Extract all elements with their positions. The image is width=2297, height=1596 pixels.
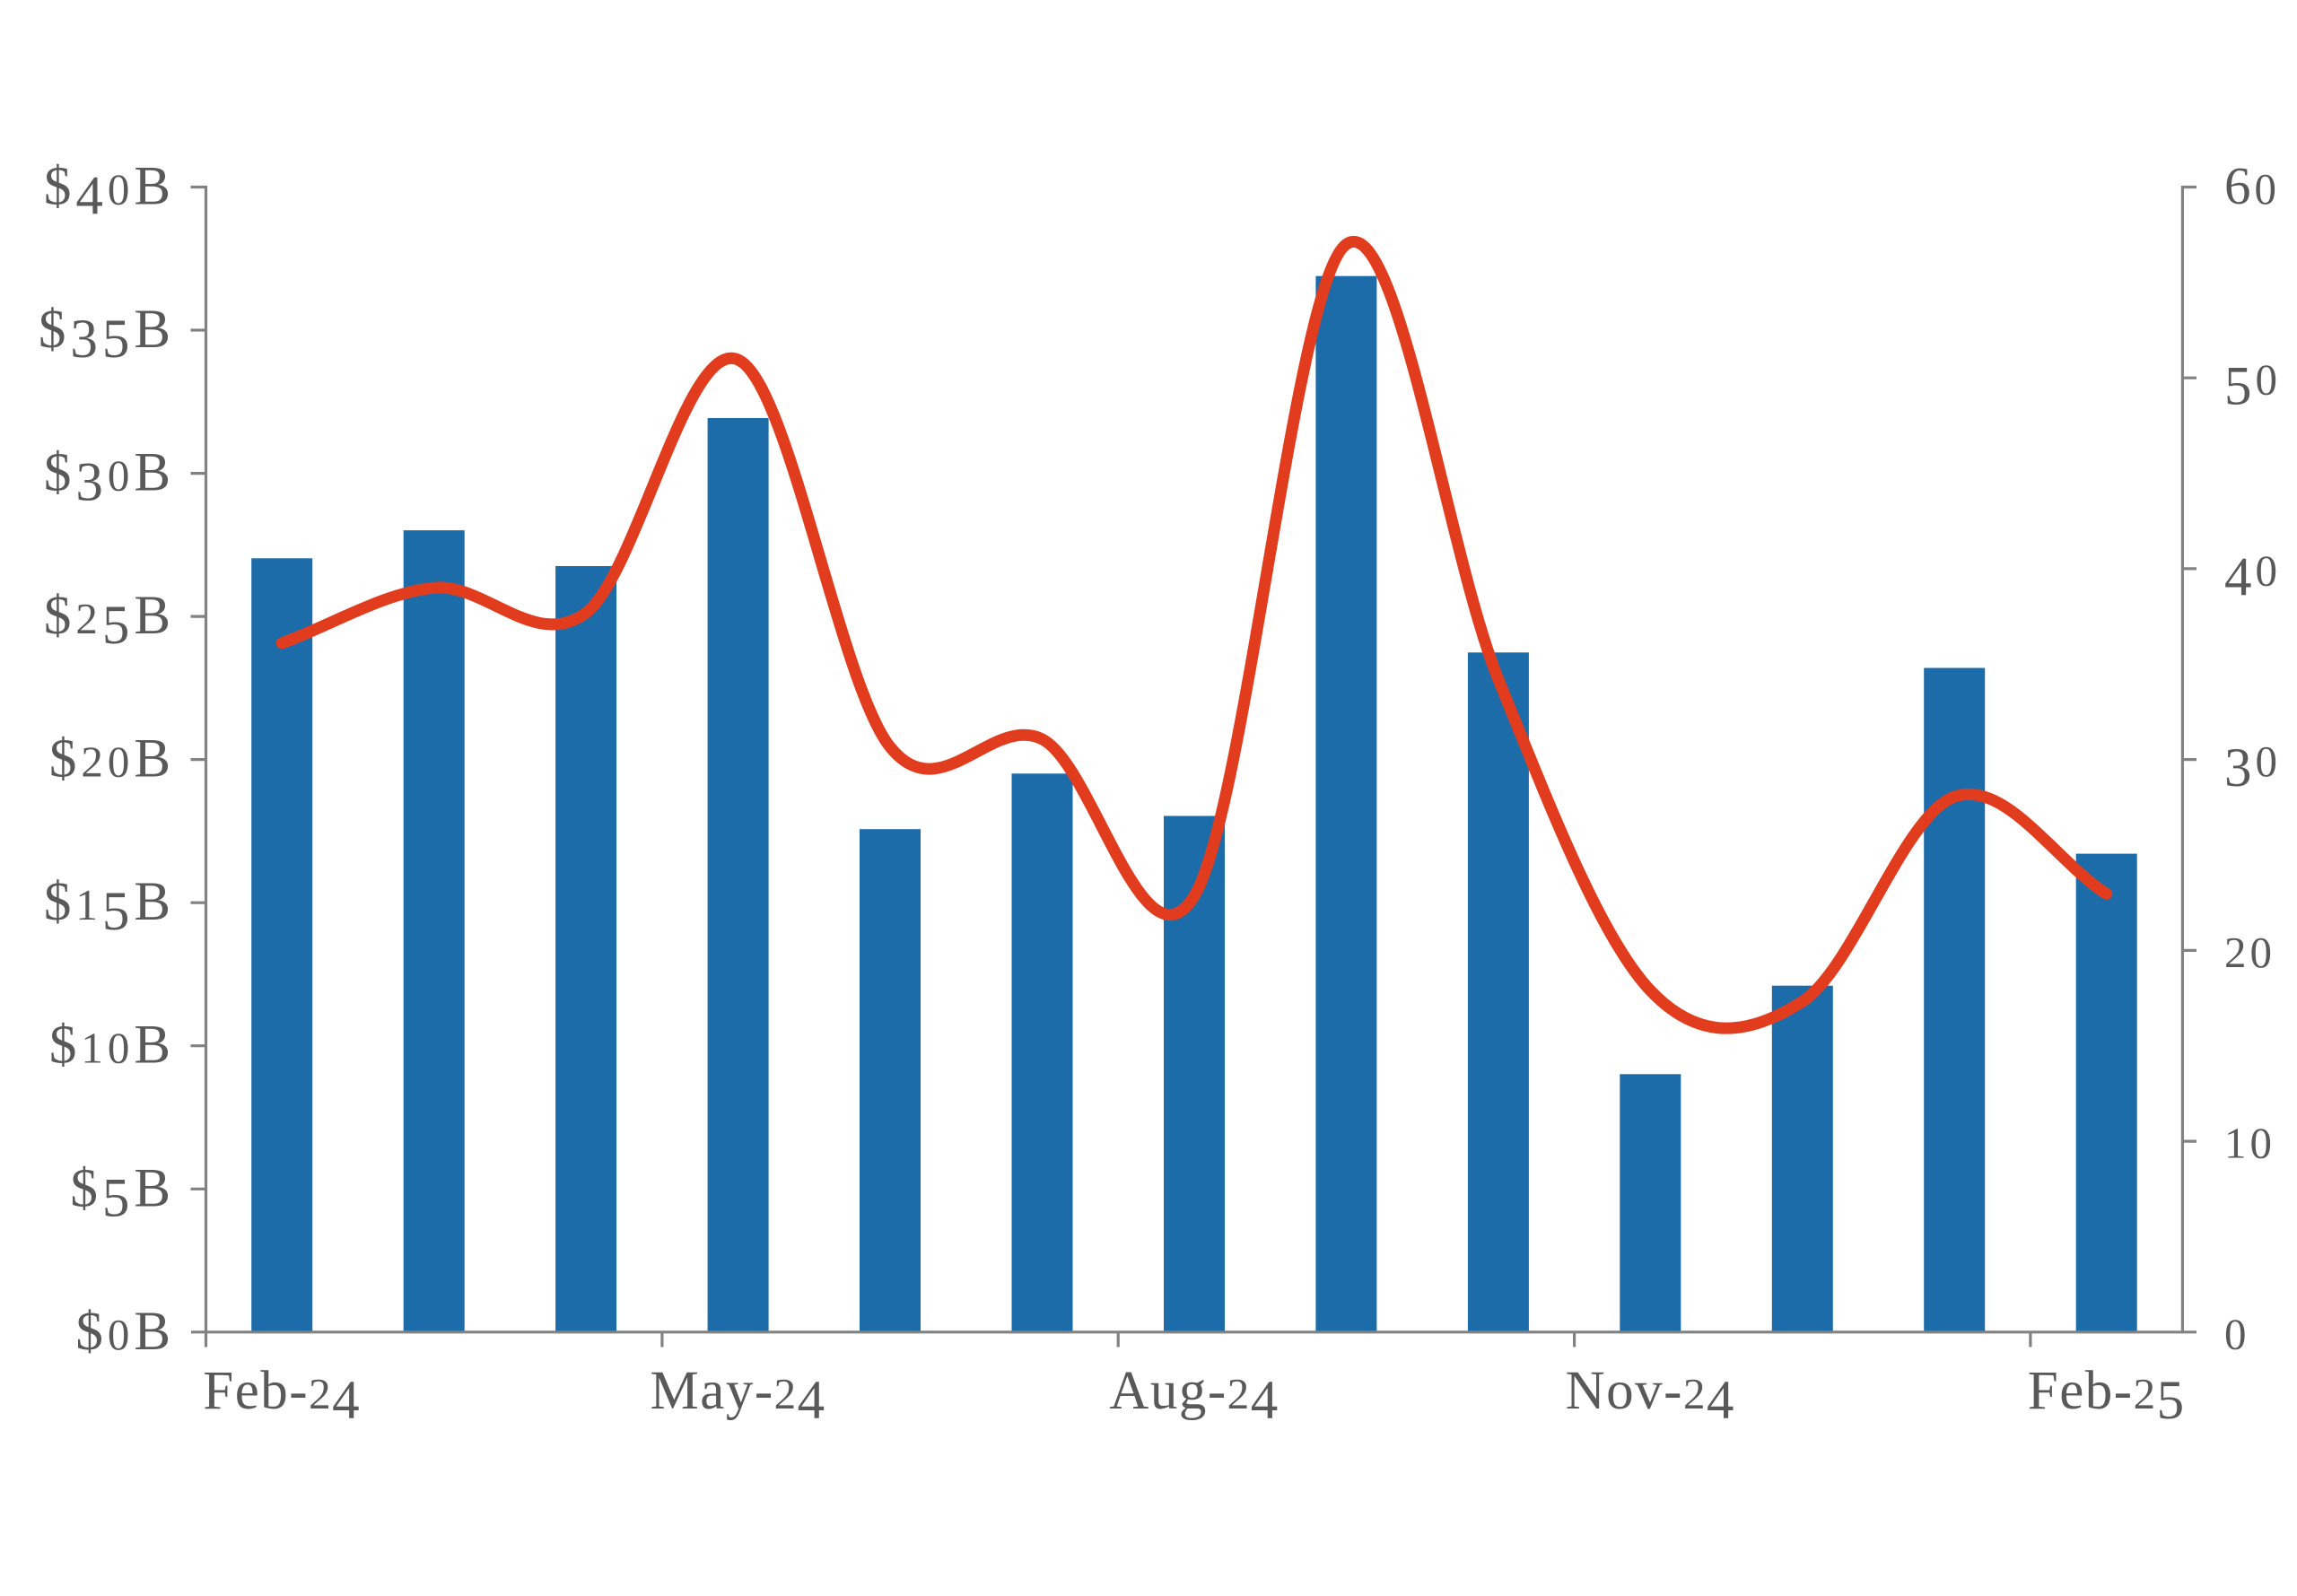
svg-text:$25B: $25B	[44, 586, 175, 656]
svg-text:$30B: $30B	[44, 443, 175, 513]
svg-text:$10B: $10B	[49, 1016, 175, 1076]
svg-text:$15B: $15B	[44, 872, 175, 942]
svg-text:60: 60	[2224, 156, 2280, 215]
svg-text:20: 20	[2224, 928, 2275, 977]
svg-text:May-24: May-24	[651, 1361, 826, 1431]
svg-text:$5B: $5B	[70, 1158, 175, 1228]
svg-text:Aug-24: Aug-24	[1109, 1361, 1279, 1431]
svg-text:40: 40	[2224, 545, 2281, 607]
svg-text:$35B: $35B	[39, 300, 175, 370]
svg-text:Feb-24: Feb-24	[203, 1361, 361, 1431]
svg-text:50: 50	[2224, 355, 2281, 417]
svg-text:10: 10	[2224, 1119, 2275, 1168]
svg-text:Feb-25: Feb-25	[2028, 1361, 2186, 1431]
svg-text:30: 30	[2224, 737, 2281, 798]
svg-text:$0B: $0B	[75, 1302, 175, 1362]
svg-text:Nov-24: Nov-24	[1566, 1361, 1735, 1431]
svg-text:$40B: $40B	[44, 157, 175, 227]
svg-text:$20B: $20B	[49, 729, 175, 789]
svg-text:0: 0	[2224, 1309, 2250, 1358]
